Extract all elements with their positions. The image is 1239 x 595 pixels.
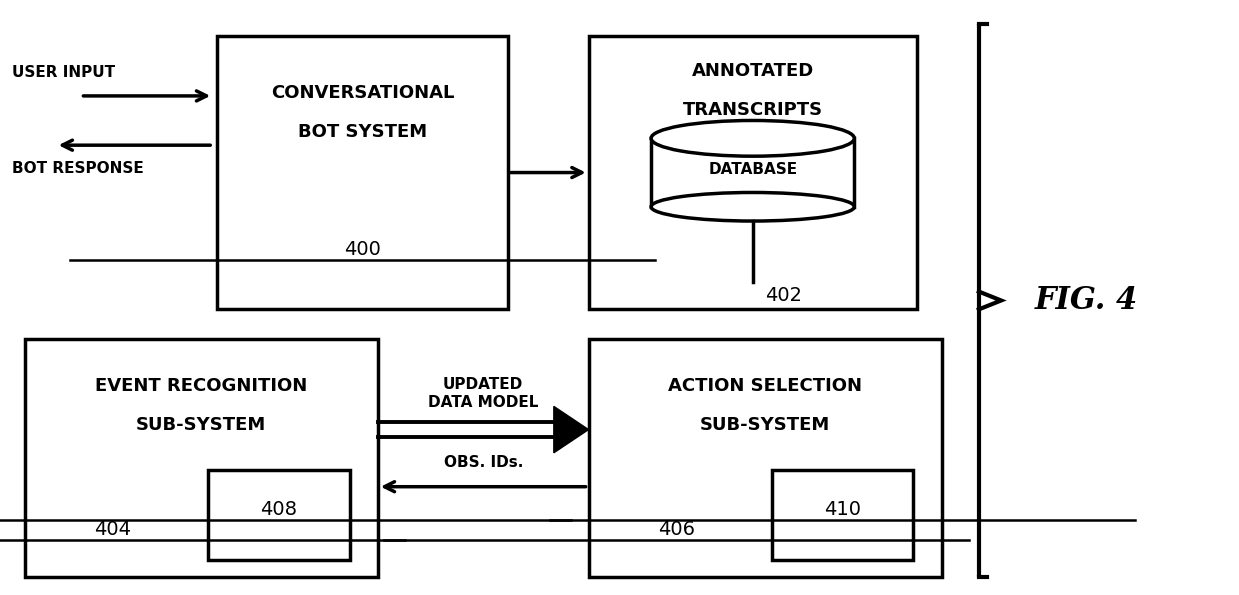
Text: DATABASE: DATABASE xyxy=(709,162,797,177)
Bar xyxy=(25,339,378,577)
Text: 406: 406 xyxy=(658,520,695,539)
Text: 404: 404 xyxy=(94,520,131,539)
Text: 400: 400 xyxy=(344,240,380,259)
Bar xyxy=(589,36,917,309)
Bar xyxy=(208,470,349,560)
Ellipse shape xyxy=(652,193,854,221)
Text: USER INPUT: USER INPUT xyxy=(12,65,115,80)
Text: ANNOTATED: ANNOTATED xyxy=(691,62,814,80)
Text: OBS. IDs.: OBS. IDs. xyxy=(444,455,523,471)
Bar xyxy=(589,339,942,577)
Text: DATA MODEL: DATA MODEL xyxy=(427,395,539,411)
Text: SUB-SYSTEM: SUB-SYSTEM xyxy=(136,416,266,434)
Text: FIG. 4: FIG. 4 xyxy=(1035,285,1137,316)
Bar xyxy=(217,36,508,309)
Bar xyxy=(772,470,913,560)
Polygon shape xyxy=(554,406,589,453)
Text: 410: 410 xyxy=(824,500,861,519)
Text: BOT SYSTEM: BOT SYSTEM xyxy=(297,123,427,140)
Text: SUB-SYSTEM: SUB-SYSTEM xyxy=(700,416,830,434)
Text: TRANSCRIPTS: TRANSCRIPTS xyxy=(683,101,823,118)
Text: UPDATED: UPDATED xyxy=(444,377,523,393)
Text: CONVERSATIONAL: CONVERSATIONAL xyxy=(270,84,455,102)
Ellipse shape xyxy=(652,120,854,156)
Text: EVENT RECOGNITION: EVENT RECOGNITION xyxy=(95,377,307,396)
Bar xyxy=(652,139,854,207)
Text: 402: 402 xyxy=(766,286,802,305)
Text: 408: 408 xyxy=(260,500,297,519)
Text: BOT RESPONSE: BOT RESPONSE xyxy=(12,161,144,177)
Text: ACTION SELECTION: ACTION SELECTION xyxy=(668,377,862,396)
